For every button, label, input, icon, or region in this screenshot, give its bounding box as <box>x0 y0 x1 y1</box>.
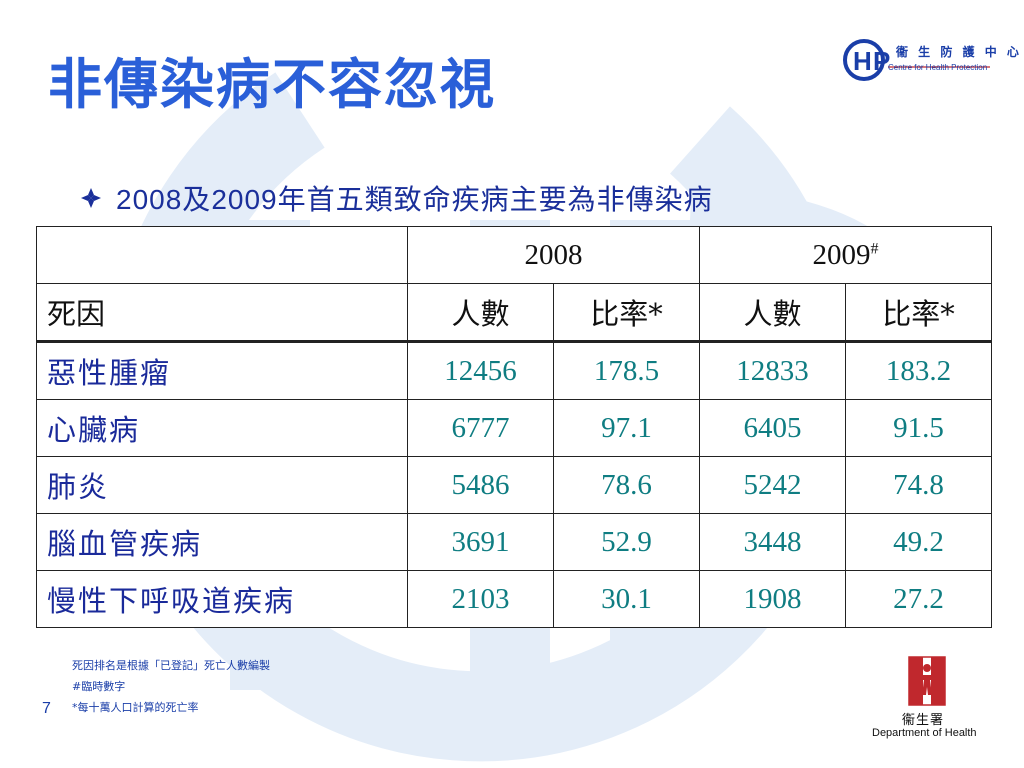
page-number: 7 <box>42 700 51 717</box>
rate-2009-header: 比率* <box>845 283 992 343</box>
value-cell: 12456 <box>407 341 554 400</box>
value-cell: 183.2 <box>845 341 992 400</box>
chp-logo: H P <box>843 39 990 81</box>
table-row: 心臟病 6777 97.1 6405 91.5 <box>36 399 992 457</box>
bullet-year2: 2009 <box>211 184 278 215</box>
value-cell: 49.2 <box>845 513 992 571</box>
department-of-health-logo <box>908 656 946 706</box>
cause-cell: 慢性下呼吸道疾病 <box>36 570 408 628</box>
year-header-row: 2008 2009# <box>36 226 992 284</box>
department-of-health-cn: 衞生署 <box>902 713 945 728</box>
bullet-year1: 2008 <box>116 184 183 215</box>
value-cell: 30.1 <box>553 570 700 628</box>
bullet-body: 年首五類致命疾病主要為非傳染病 <box>277 183 713 216</box>
value-cell: 97.1 <box>553 399 700 457</box>
footnote-provisional: #臨時數字 <box>72 680 126 693</box>
cause-cell: 腦血管疾病 <box>36 513 408 571</box>
slide-title: 非傳染病不容忽視 <box>48 53 496 116</box>
value-cell: 1908 <box>699 570 846 628</box>
value-cell: 6405 <box>699 399 846 457</box>
svg-text:H: H <box>853 46 872 76</box>
value-cell: 52.9 <box>553 513 700 571</box>
footnote-ranking: 死因排名是根據「已登記」死亡人數編製 <box>72 659 270 672</box>
cause-column-header: 死因 <box>36 283 408 343</box>
column-header-row: 死因 人數 比率* 人數 比率* <box>36 283 992 343</box>
table-row: 惡性腫瘤 12456 178.5 12833 183.2 <box>36 341 992 400</box>
cause-cell: 心臟病 <box>36 399 408 457</box>
value-cell: 12833 <box>699 341 846 400</box>
table-row: 慢性下呼吸道疾病 2103 30.1 1908 27.2 <box>36 570 992 628</box>
table-row: 肺炎 5486 78.6 5242 74.8 <box>36 456 992 514</box>
empty-header-cell <box>36 226 408 284</box>
value-cell: 91.5 <box>845 399 992 457</box>
chp-logo-text-en: Centre for Health Protection <box>888 63 988 72</box>
table-row: 腦血管疾病 3691 52.9 3448 49.2 <box>36 513 992 571</box>
bullet-line: 2008及2009年首五類致命疾病主要為非傳染病 <box>80 178 713 218</box>
value-cell: 74.8 <box>845 456 992 514</box>
value-cell: 3448 <box>699 513 846 571</box>
value-cell: 2103 <box>407 570 554 628</box>
cause-cell: 惡性腫瘤 <box>36 341 408 400</box>
year-2008-header: 2008 <box>407 226 700 284</box>
provisional-mark: # <box>870 239 879 257</box>
value-cell: 27.2 <box>845 570 992 628</box>
cause-cell: 肺炎 <box>36 456 408 514</box>
chp-logo-text-cn: 衞 生 防 護 中 心 <box>896 45 1022 59</box>
bullet-conj: 及 <box>182 183 212 216</box>
svg-text:P: P <box>873 46 890 76</box>
count-2009-header: 人數 <box>699 283 846 343</box>
count-2008-header: 人數 <box>407 283 554 343</box>
bullet-text: 2008及2009年首五類致命疾病主要為非傳染病 <box>116 178 713 218</box>
year-2009-header: 2009# <box>699 226 992 284</box>
department-of-health-en: Department of Health <box>872 727 977 739</box>
rate-2008-header: 比率* <box>553 283 700 343</box>
diamond-bullet-icon <box>81 188 101 208</box>
year-2009-label: 2009 <box>812 238 871 271</box>
value-cell: 178.5 <box>553 341 700 400</box>
value-cell: 3691 <box>407 513 554 571</box>
value-cell: 78.6 <box>553 456 700 514</box>
footnote-rate: *每十萬人口計算的死亡率 <box>72 701 199 714</box>
value-cell: 5242 <box>699 456 846 514</box>
footnotes: 死因排名是根據「已登記」死亡人數編製 #臨時數字 *每十萬人口計算的死亡率 <box>72 655 270 718</box>
value-cell: 5486 <box>407 456 554 514</box>
death-causes-table: 2008 2009# 死因 人數 比率* 人數 比率* 惡性腫瘤 12456 1… <box>36 226 992 628</box>
value-cell: 6777 <box>407 399 554 457</box>
